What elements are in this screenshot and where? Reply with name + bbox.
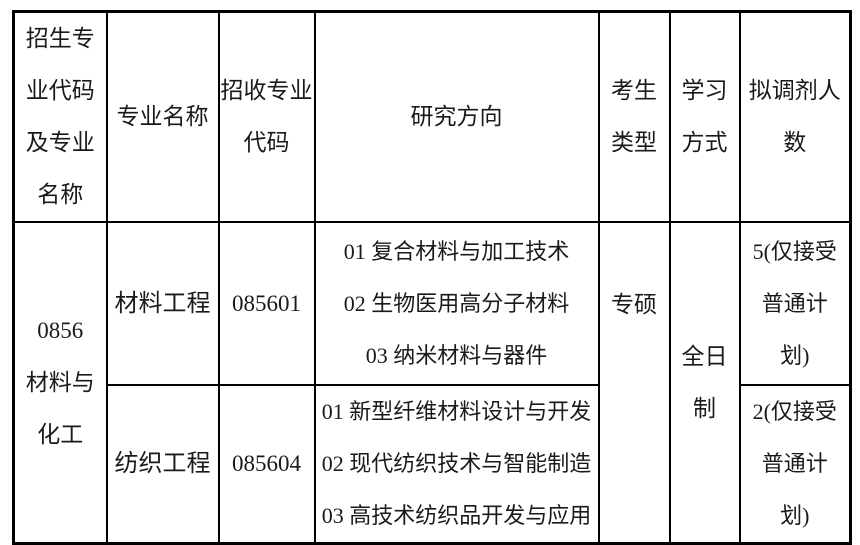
research-directions-cell: 01 新型纤维材料设计与开发 02 现代纺织技术与智能制造 03 高技术纺织品开… <box>313 384 600 545</box>
adjustment-quota-cell: 5(仅接受 普通计 划) <box>738 221 852 386</box>
header-study-mode: 学习 方式 <box>668 10 741 223</box>
table-row: 0856 材料与 化工 材料工程 085601 01 复合材料与加工技术 02 … <box>12 221 852 545</box>
header-program-code-name: 招生专 业代码 及专业 名称 <box>12 10 108 223</box>
candidate-type-cell: 专硕 <box>597 221 671 545</box>
major-code-cell: 085604 <box>217 384 316 545</box>
program-code-name-cell: 0856 材料与 化工 <box>12 221 108 545</box>
table-header-row: 招生专 业代码 及专业 名称 专业名称 招收专业 代码 研究方向 考生 类型 学… <box>12 10 852 223</box>
major-name-cell: 材料工程 <box>105 221 220 386</box>
study-mode-cell: 全日 制 <box>668 221 741 545</box>
table-row: 纺织工程 085604 01 新型纤维材料设计与开发 02 现代纺织技术与智能制… <box>14 384 852 545</box>
major-name-cell: 纺织工程 <box>105 384 220 545</box>
header-research-directions: 研究方向 <box>313 10 600 223</box>
header-major-code: 招收专业 代码 <box>217 10 316 223</box>
header-major-name: 专业名称 <box>105 10 220 223</box>
header-planned-adjustment-count: 拟调剂人 数 <box>738 10 852 223</box>
admissions-adjustment-table: 招生专 业代码 及专业 名称 专业名称 招收专业 代码 研究方向 考生 类型 学… <box>12 10 852 545</box>
research-directions-cell: 01 复合材料与加工技术 02 生物医用高分子材料 03 纳米材料与器件 <box>313 221 600 386</box>
header-candidate-type: 考生 类型 <box>597 10 671 223</box>
major-code-cell: 085601 <box>217 221 316 386</box>
adjustment-quota-cell: 2(仅接受 普通计 划) <box>738 384 852 545</box>
